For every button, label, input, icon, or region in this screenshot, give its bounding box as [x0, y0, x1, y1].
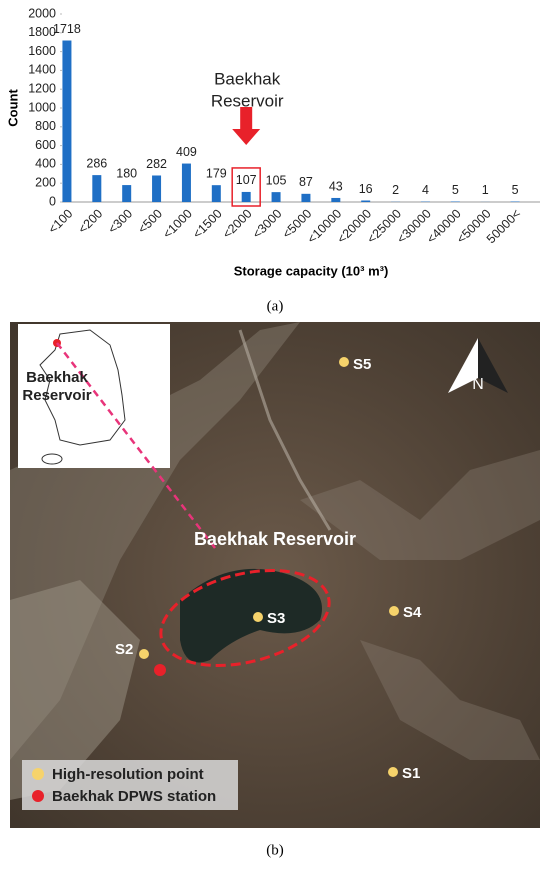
x-tick-label: <100: [46, 207, 76, 237]
y-tick-label: 1400: [28, 63, 56, 77]
x-tick-label: <200: [75, 207, 105, 237]
point: [139, 649, 149, 659]
y-tick-label: 2000: [28, 6, 56, 20]
x-tick-label: <1000: [160, 207, 195, 242]
y-tick-label: 200: [35, 175, 56, 189]
y-tick-label: 600: [35, 138, 56, 152]
y-tick-label: 800: [35, 119, 56, 133]
value-label: 409: [176, 145, 197, 159]
value-label: 1: [482, 183, 489, 197]
point-label: S2: [115, 641, 133, 658]
bar: [331, 198, 340, 202]
value-label: 180: [116, 166, 137, 180]
y-tick-label: 1000: [28, 100, 56, 114]
point: [339, 357, 349, 367]
point: [388, 767, 398, 777]
x-tick-label: <3000: [250, 207, 285, 242]
legend-label: High-resolution point: [52, 766, 204, 783]
value-label: 286: [86, 156, 107, 170]
point-label: S1: [402, 765, 420, 782]
point: [253, 612, 263, 622]
value-label: 5: [452, 183, 459, 197]
bar: [212, 185, 221, 202]
station: [154, 664, 166, 676]
point-label: S5: [353, 356, 371, 373]
y-tick-label: 1200: [28, 81, 56, 95]
value-label: 5: [512, 183, 519, 197]
y-tick-label: 1800: [28, 25, 56, 39]
bar-chart: 0 200 400 600 800 1000 1200 1400 1600 1800 2000 Cou…: [5, 6, 540, 278]
value-label: 179: [206, 166, 227, 180]
bar: [361, 200, 370, 202]
value-label: 87: [299, 175, 313, 189]
y-axis-label: Count: [5, 89, 20, 127]
y-tick-label: 0: [49, 194, 56, 208]
caption: (a): [267, 298, 284, 314]
point-label: S3: [267, 610, 285, 627]
bar: [242, 192, 251, 202]
legend-swatch: [32, 790, 44, 802]
value-label: 1718: [53, 22, 81, 36]
caption: (b): [266, 842, 284, 858]
value-label: 43: [329, 179, 343, 193]
value-label: 282: [146, 157, 167, 171]
value-label: 16: [359, 182, 373, 196]
y-tick-label: 400: [35, 157, 56, 171]
x-tick-label: <300: [105, 207, 135, 237]
annotation: Reservoir: [211, 91, 284, 110]
bar: [92, 175, 101, 202]
x-tick-label: 50000<: [484, 207, 524, 247]
inset-label: Reservoir: [22, 387, 91, 404]
legend-label: Baekhak DPWS station: [52, 788, 216, 805]
x-tick-label: <2000: [220, 207, 255, 242]
point-label: S4: [403, 604, 422, 621]
bar: [301, 194, 310, 202]
bar: [152, 175, 161, 202]
annotation: Baekhak: [214, 69, 281, 88]
bar: [62, 41, 71, 202]
map: Baekhak Reservoir N Baekhak Reservoir S1…: [10, 322, 540, 828]
map-title: Baekhak Reservoir: [194, 529, 356, 549]
x-axis-label: Storage capacity (10³ m³): [234, 263, 389, 278]
highlight-arrow: [232, 107, 260, 145]
value-label: 2: [392, 183, 399, 197]
bar: [272, 192, 281, 202]
point: [389, 606, 399, 616]
value-label: 105: [266, 173, 287, 187]
inset-label: Baekhak: [26, 369, 88, 386]
jeju-outline: [42, 454, 62, 464]
north-label: N: [472, 376, 484, 393]
bar: [122, 185, 131, 202]
value-label: 107: [236, 173, 257, 187]
y-tick-label: 1600: [28, 44, 56, 58]
value-label: 4: [422, 183, 429, 197]
legend-swatch: [32, 768, 44, 780]
bar: [182, 164, 191, 202]
x-tick-label: <1500: [190, 207, 225, 242]
